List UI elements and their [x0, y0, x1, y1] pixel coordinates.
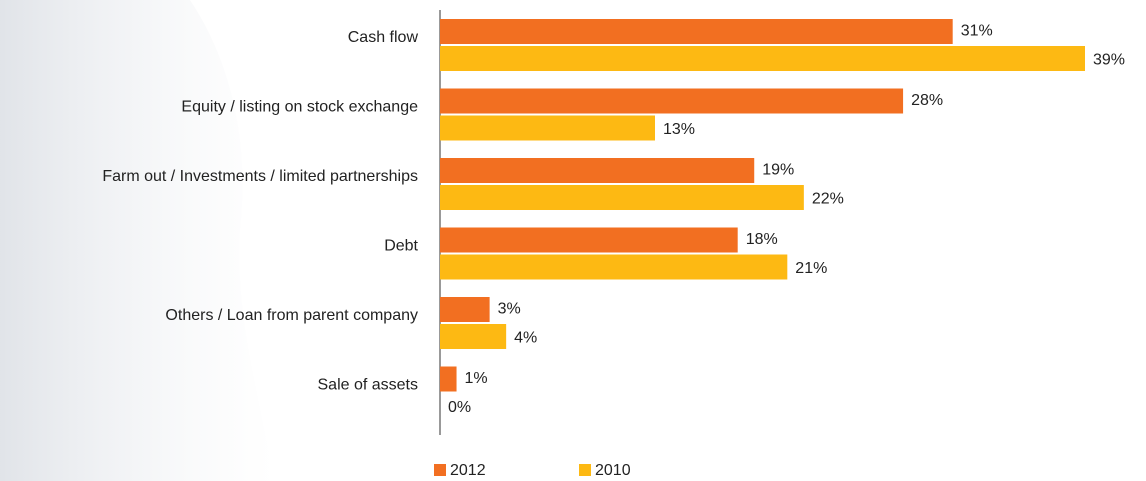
bar — [440, 254, 788, 280]
category-label: Debt — [384, 238, 418, 255]
value-label: 19% — [762, 162, 794, 179]
value-label: 1% — [465, 370, 488, 387]
value-label: 39% — [1093, 52, 1125, 69]
value-label: 3% — [498, 301, 521, 318]
legend-swatch — [434, 464, 446, 476]
bar — [440, 19, 953, 44]
category-label: Cash flow — [348, 29, 419, 46]
value-label: 0% — [448, 399, 471, 416]
value-label: 18% — [746, 231, 778, 248]
bar — [440, 158, 755, 183]
value-label: 22% — [812, 191, 844, 208]
value-label: 4% — [514, 330, 537, 347]
category-label: Farm out / Investments / limited partner… — [102, 168, 418, 185]
bar — [440, 297, 490, 322]
bar — [440, 115, 655, 141]
value-label: 31% — [961, 23, 993, 40]
background-figure — [0, 0, 275, 481]
bar — [440, 88, 904, 114]
bar — [440, 227, 738, 253]
category-label: Others / Loan from parent company — [165, 307, 418, 324]
legend-swatch — [579, 464, 591, 476]
value-label: 21% — [795, 260, 827, 277]
bar — [440, 366, 457, 392]
bar — [440, 185, 804, 210]
value-label: 28% — [911, 92, 943, 109]
legend-label: 2012 — [450, 462, 486, 479]
legend-label: 2010 — [595, 462, 631, 479]
bar — [440, 46, 1085, 71]
category-label: Equity / listing on stock exchange — [181, 99, 418, 116]
bar — [440, 324, 507, 349]
category-label: Sale of assets — [318, 377, 419, 394]
value-label: 13% — [663, 121, 695, 138]
